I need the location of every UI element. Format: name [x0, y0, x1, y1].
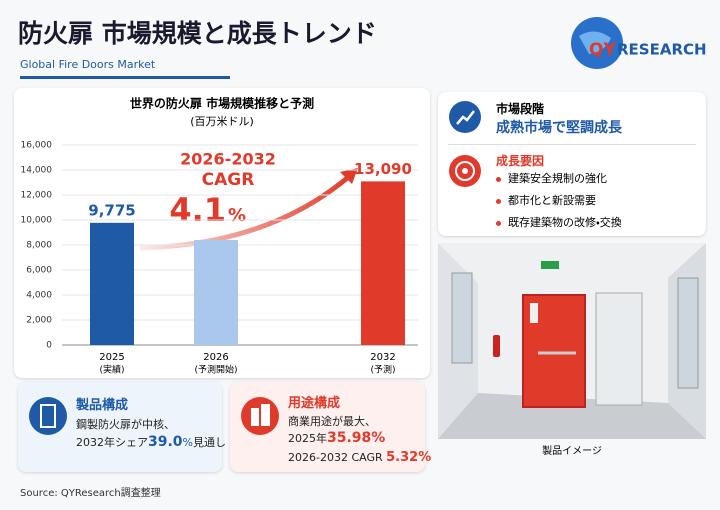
product-title: 製品構成: [76, 398, 129, 413]
logo-land: [579, 31, 611, 54]
y-tick-label: 0: [46, 341, 52, 351]
cagr-value: 4.1: [169, 191, 226, 229]
application-line1: 商業用途が最大、: [288, 415, 376, 428]
y-tick-label: 8,000: [26, 241, 52, 251]
application-card: 用途構成 商業用途が最大、 2025年35.98% 2026-2032 CAGR…: [230, 382, 431, 472]
application-cagr-prefix: 2026-2032 CAGR: [288, 451, 383, 464]
application-cagr: 5.32%: [386, 450, 432, 465]
y-tick-label: 10,000: [21, 216, 53, 226]
logo-text: RESEARCH: [617, 41, 707, 59]
x-tick-note: (予測開始): [194, 364, 237, 376]
y-tick-label: 14,000: [21, 166, 53, 176]
door-icon: [29, 397, 67, 435]
x-tick-label: 2025: [99, 352, 124, 363]
trend-arrow: [139, 172, 354, 251]
application-prefix: 2025年: [288, 432, 327, 445]
y-tick-label: 2,000: [26, 316, 52, 326]
bullet: [496, 198, 501, 204]
chart-title: 世界の防火扉 市場規模推移と予測: [130, 96, 314, 111]
driver-item: 都市化と新設需要: [496, 192, 622, 208]
y-tick-label: 4,000: [26, 291, 52, 301]
divider: [448, 144, 696, 145]
y-tick-label: 16,000: [21, 141, 53, 151]
application-share: 35.98%: [327, 430, 386, 446]
product-share: 39.0: [148, 434, 183, 450]
bullet: [496, 220, 501, 226]
bullet: [496, 176, 501, 182]
driver-item: 建築安全規制の強化: [496, 170, 622, 186]
chart: 世界の防火扉 市場規模推移と予測 (百万米ドル) 2026-2032 CAGR …: [21, 96, 418, 376]
driver-text: 都市化と新設需要: [508, 194, 596, 207]
driver-text: 既存建築物の改修・交換: [508, 216, 622, 229]
logo: QY RESEARCH: [571, 17, 707, 69]
chart-subtitle: (百万米ドル): [190, 115, 254, 128]
info-card: 市場段階 成熟市場で堅調成長 成長要因 建築安全規制の強化 都市化と新設需要既存建…: [438, 92, 706, 236]
drivers-list: 建築安全規制の強化 都市化と新設需要既存建築物の改修・交換: [496, 170, 622, 236]
product-prefix: 2032年シェア: [76, 436, 148, 449]
source: Source: QYResearch調査整理: [20, 488, 161, 499]
x-tick-note: (実績): [99, 364, 124, 376]
value-label: 13,090: [354, 160, 412, 178]
bar: [361, 181, 405, 345]
logo-bold: QY: [589, 40, 616, 60]
driver-item: 既存建築物の改修・交換: [496, 214, 622, 230]
arrow-head: [340, 168, 358, 184]
cagr-period: 2026-2032: [180, 150, 276, 169]
bar: [90, 222, 134, 345]
stage-value: 成熟市場で堅調成長: [496, 120, 622, 136]
bar: [194, 240, 238, 345]
product-photo: [438, 243, 706, 439]
page-subtitle: Global Fire Doors Market: [20, 58, 156, 71]
value-label: 9,775: [88, 201, 135, 219]
application-title: 用途構成: [288, 396, 341, 411]
drivers-title: 成長要因: [496, 154, 545, 168]
building-icon: [241, 397, 279, 435]
x-tick-note: (予測): [370, 364, 395, 376]
product-unit: %: [182, 436, 193, 449]
drivers-icon: [449, 155, 481, 187]
product-card: 製品構成 鋼製防火扉が中核、 2032年シェア39.0%見通し: [18, 382, 226, 472]
image-caption: 製品イメージ: [542, 446, 602, 457]
product-suffix: 見通し: [193, 436, 226, 449]
cagr-label: CAGR: [202, 170, 255, 190]
page-title: 防火扉 市場規模と成長トレンド: [18, 19, 377, 48]
cagr-unit: %: [228, 205, 246, 226]
product-line1: 鋼製防火扉が中核、: [76, 418, 175, 431]
x-tick-label: 2032: [370, 352, 395, 363]
rule: [20, 76, 230, 79]
stage-title: 市場段階: [496, 102, 545, 116]
stage-icon: [449, 101, 481, 133]
x-tick-label: 2026: [203, 352, 228, 363]
y-tick-label: 12,000: [21, 191, 53, 201]
y-tick-label: 6,000: [26, 266, 52, 276]
driver-text: 建築安全規制の強化: [508, 172, 607, 185]
